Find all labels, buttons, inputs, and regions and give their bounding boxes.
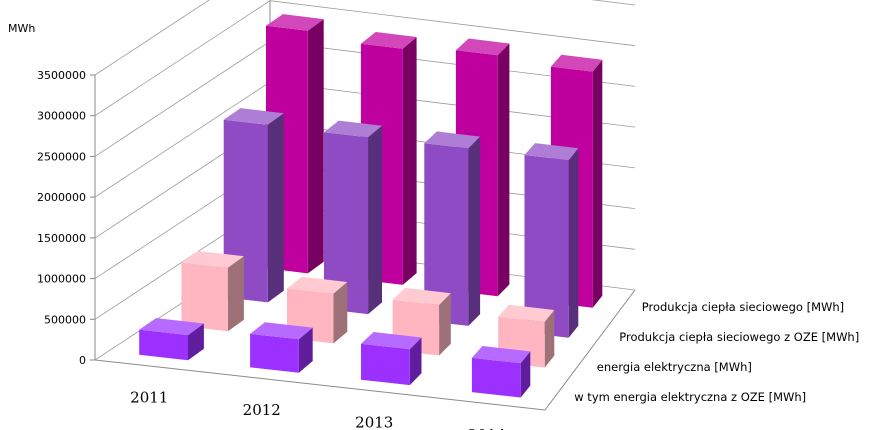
- bar-front: [361, 343, 410, 386]
- x-tick-label: 2011: [130, 388, 168, 406]
- y-axis-label: MWh: [8, 22, 35, 35]
- bar-side: [227, 256, 244, 332]
- bar-front: [471, 357, 521, 398]
- bar-top: [266, 14, 324, 31]
- bar-top: [471, 346, 531, 364]
- bar-front: [139, 329, 188, 361]
- bar: [250, 322, 313, 373]
- labels: 0 500000 1000000 1500000 2000000 2500000 30000…: [8, 22, 859, 430]
- floor-edge: [94, 289, 636, 411]
- bar-top: [139, 318, 204, 336]
- bar-top: [524, 143, 579, 161]
- bar: [524, 143, 579, 338]
- bar-front: [181, 262, 228, 332]
- bar: [181, 251, 244, 332]
- bar-side: [468, 136, 481, 326]
- bar-top: [455, 38, 510, 56]
- gridline: [94, 0, 636, 76]
- y-tick-label: 2000000: [37, 191, 86, 204]
- bar-top: [223, 108, 284, 125]
- bar-side: [188, 323, 204, 361]
- bar-side: [333, 282, 348, 344]
- bar-top: [287, 276, 348, 294]
- bar-top: [181, 251, 244, 268]
- bar-side: [267, 113, 284, 303]
- bar-top: [360, 32, 417, 49]
- bar-front: [324, 132, 369, 315]
- bar-side: [409, 337, 422, 386]
- bar-side: [544, 310, 555, 368]
- bar-side: [592, 59, 603, 308]
- bar-top: [392, 287, 451, 305]
- bar: [424, 131, 481, 326]
- bar: [139, 318, 204, 361]
- bar: [471, 346, 531, 398]
- bar-top: [324, 120, 382, 138]
- series-label: Produkcja ciepła sieciowego [MWh]: [642, 300, 844, 314]
- bar-front: [424, 143, 469, 326]
- bar-top: [361, 332, 422, 350]
- y-tick-label: 3500000: [37, 69, 86, 82]
- bar-front: [524, 155, 569, 338]
- bar-side: [568, 148, 579, 338]
- series-label: w tym energia elektryczna z OZE [MWh]: [574, 390, 806, 404]
- bar-top: [424, 131, 481, 149]
- bar: [324, 120, 382, 315]
- x-tick-label: 2013: [355, 413, 393, 430]
- y-tick-label: 1000000: [37, 273, 86, 286]
- series-label: Produkcja ciepła sieciowego z OZE [MWh]: [619, 330, 859, 344]
- bar-side: [368, 125, 382, 315]
- y-tick-label: 1500000: [37, 232, 86, 245]
- x-tick-label: 2012: [243, 401, 281, 419]
- bar-front: [250, 333, 299, 373]
- bar: [361, 332, 422, 386]
- gridline: [94, 0, 636, 117]
- series-label: energia elektryczna [MWh]: [597, 360, 752, 374]
- bar-side: [497, 43, 510, 297]
- bar-top: [550, 54, 603, 72]
- bar-side: [520, 351, 531, 398]
- bars: [139, 14, 603, 398]
- y-tick-label: 0: [79, 354, 86, 367]
- bar-side: [402, 37, 417, 285]
- y-tick-label: 3000000: [37, 110, 86, 123]
- bar-top: [250, 322, 313, 340]
- bar-top: [498, 304, 555, 322]
- x-tick-label: 2014: [468, 426, 506, 430]
- bar-side: [298, 327, 313, 373]
- y-tick-label: 500000: [44, 313, 86, 326]
- y-tick-label: 2500000: [37, 150, 86, 163]
- bar-side: [307, 19, 324, 274]
- bar-side: [439, 293, 451, 356]
